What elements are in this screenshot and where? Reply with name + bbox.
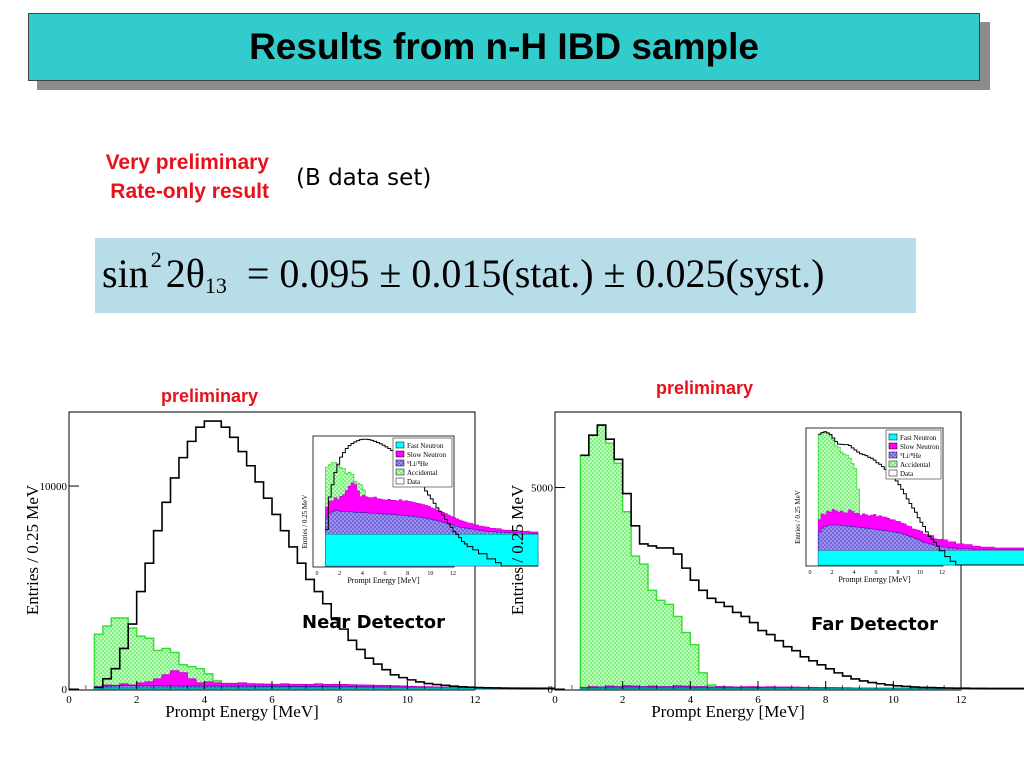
legend-entry-slow-neutron: Slow Neutron (900, 443, 940, 451)
inset-data-hist (818, 431, 1024, 566)
legend-entry-data: Data (900, 470, 914, 478)
preliminary-far: preliminary (656, 378, 754, 398)
legend-swatch-data (395, 477, 405, 485)
far-y-axis-label: Entries / 0.25 MeV (508, 484, 527, 615)
inset-x-tick-label: 2 (831, 570, 834, 576)
near-detector-label: Near Detector (302, 612, 446, 633)
formula-rhs: = 0.095 ± 0.015(stat.) ± 0.025(syst.) (246, 251, 825, 296)
note-line-2: Rate-only result (110, 180, 269, 203)
inset-x-tick-label: 12 (939, 570, 945, 576)
legend-swatch-data (888, 469, 898, 477)
slide-title: Results from n-H IBD sample (249, 26, 759, 67)
legend-swatch-slow-neutron (888, 442, 898, 450)
legend-swatch-slow-neutron (395, 450, 405, 458)
inset-x-tick-label: 4 (853, 570, 856, 576)
legend-entry-slow-neutron: Slow Neutron (407, 451, 447, 459)
x-tick-label: 0 (66, 694, 72, 706)
inset-x-tick-label: 4 (361, 571, 364, 577)
x-tick-label: 6 (755, 694, 761, 706)
inset-x-tick-label: 12 (450, 571, 456, 577)
inset-fast-neutron-hist (325, 534, 539, 567)
legend-entry-fast-neutron: Fast Neutron (407, 442, 444, 450)
far-fast-neutron-hist (579, 687, 1024, 690)
inset-x-axis-label: Prompt Energy [MeV] (347, 576, 420, 585)
y-tick-label: 0 (548, 684, 554, 696)
x-tick-label: 8 (823, 694, 829, 706)
inset-x-tick-label: 0 (809, 570, 812, 576)
x-tick-label: 4 (202, 694, 208, 706)
x-tick-label: 4 (688, 694, 694, 706)
x-tick-label: 2 (134, 694, 140, 706)
title-bar: Results from n-H IBD sample (28, 13, 980, 81)
inset-fast-neutron-hist (817, 550, 1024, 566)
formula: sin2 2θ13 = 0.095 ± 0.015(stat.) ± 0.025(s… (102, 247, 825, 298)
legend-swatch-fast-neutron (395, 441, 405, 449)
inset-x-tick-label: 8 (897, 570, 900, 576)
inset-y-axis-label: Entries / 0.25 MeV (794, 490, 802, 544)
x-tick-label: 10 (402, 694, 414, 706)
far-x-axis-label: Prompt Energy [MeV] (651, 702, 805, 721)
x-tick-label: 10 (888, 694, 900, 706)
far-data-hist (580, 424, 1024, 690)
x-tick-label: 8 (337, 694, 343, 706)
formula-power: 2 (150, 247, 162, 272)
legend-entry-fast-neutron: Fast Neutron (900, 434, 937, 442)
preliminary-note: Very preliminary Rate-only result (106, 148, 269, 206)
formula-box (95, 238, 916, 313)
legend-entry-accidental: Accidental (407, 469, 437, 477)
dataset-label: (B data set) (296, 165, 432, 191)
inset-x-tick-label: 10 (917, 570, 923, 576)
near-y-axis-label: Entries / 0.25 MeV (23, 484, 42, 615)
x-tick-label: 12 (956, 694, 967, 706)
formula-sub: 13 (204, 273, 227, 298)
legend-swatch-li-he (888, 451, 898, 459)
x-tick-label: 2 (620, 694, 626, 706)
y-tick-label: 5000 (531, 483, 554, 495)
y-tick-label: 0 (62, 684, 68, 696)
y-tick-label: 10000 (40, 481, 68, 493)
legend-entry-li-he: ⁹Li/⁸He (900, 452, 921, 460)
preliminary-near: preliminary (161, 386, 259, 406)
legend-swatch-accidental (888, 460, 898, 468)
inset-x-tick-label: 6 (384, 571, 387, 577)
inset-x-tick-label: 0 (316, 571, 319, 577)
near-inset-chart: 0 2 4 6 8 10 12 Prompt Energy [MeV] Entries / 0.… (301, 435, 539, 585)
far-detector-label: Far Detector (811, 614, 939, 635)
inset-x-axis-label: Prompt Energy [MeV] (838, 575, 911, 584)
formula-sin: sin (102, 251, 149, 296)
legend-swatch-li-he (395, 459, 405, 467)
far-detector-chart: 0 2 4 6 8 10 12 0 5000 Prompt Energy [MeV] Entries… (508, 411, 1024, 721)
inset-x-tick-label: 6 (875, 570, 878, 576)
near-x-axis-label: Prompt Energy [MeV] (165, 702, 319, 721)
legend-swatch-fast-neutron (888, 433, 898, 441)
note-line-1: Very preliminary (105, 151, 269, 174)
legend-entry-data: Data (407, 478, 421, 486)
formula-angle: 2θ (165, 251, 205, 296)
x-tick-label: 12 (470, 694, 481, 706)
inset-y-axis-label: Entries / 0.25 MeV (301, 495, 309, 549)
x-tick-label: 6 (269, 694, 275, 706)
inset-x-tick-label: 10 (427, 571, 433, 577)
inset-x-tick-label: 8 (406, 571, 409, 577)
legend-entry-li-he: ⁹Li/⁸He (407, 460, 428, 468)
legend-swatch-accidental (395, 468, 405, 476)
far-inset-chart: 0 2 4 6 8 10 12 Prompt Energy [MeV] Entries / 0.… (794, 427, 1024, 584)
x-tick-label: 0 (552, 694, 558, 706)
legend-entry-accidental: Accidental (900, 461, 930, 469)
inset-x-tick-label: 2 (338, 571, 341, 577)
